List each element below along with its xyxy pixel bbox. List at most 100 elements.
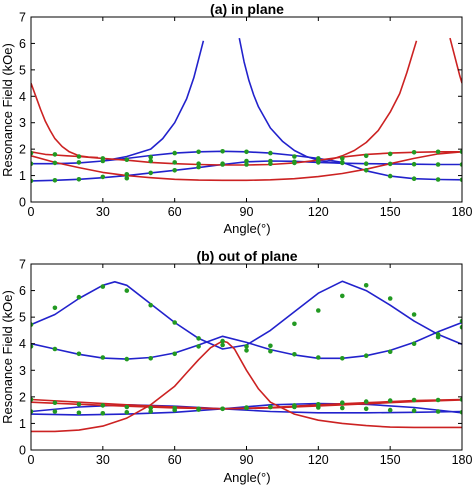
panel-b-data-point — [148, 405, 153, 411]
panel-a-data-point — [124, 157, 130, 162]
panel-b-x-tick-label: 120 — [308, 453, 329, 467]
panel-a-x-tick-label: 180 — [452, 205, 473, 219]
panel-a-data-point — [244, 149, 249, 155]
panel-b-data-point — [411, 341, 417, 347]
panel-a-data-point — [363, 153, 369, 159]
panel-b-data-point — [100, 411, 106, 416]
panel-b-data-point — [76, 294, 82, 300]
panel-a-data-point — [244, 162, 249, 167]
panel-b-y-tick-label: 0 — [19, 444, 26, 458]
panel-b-y-tick-label: 6 — [19, 284, 26, 298]
panel-b-data-point — [459, 324, 462, 330]
panel-b-data-point — [124, 356, 130, 362]
panel-b-data-point — [52, 305, 58, 311]
panel-b-data-point — [292, 404, 297, 410]
panel-b-series-group — [31, 280, 462, 433]
panel-a-data-point — [148, 158, 153, 164]
panel-b-data-point — [52, 346, 58, 352]
panel-b-data-point — [435, 409, 441, 414]
panel-b-title: (b) out of plane — [196, 248, 297, 264]
panel-b-data-point — [340, 293, 345, 299]
panel-a-data-point — [52, 152, 58, 157]
panel-a-data-point — [100, 156, 106, 161]
panel-a-ylabel: Resonance Field (kOe) — [0, 43, 15, 177]
panel-a-data-point — [363, 161, 369, 166]
panel-b-data-point — [435, 334, 441, 340]
panel-b-data-point — [31, 344, 34, 349]
panel-b-data-point — [124, 404, 130, 410]
panel-b-data-point — [387, 407, 393, 413]
panel-b-data-point — [292, 352, 297, 357]
panel-b-y-tick-label: 3 — [19, 364, 26, 378]
panel-b-data-point — [52, 409, 58, 414]
panel-b-y-tick-label: 4 — [19, 337, 26, 351]
panel-a-x-tick-label: 30 — [96, 205, 110, 219]
panel-b-data-point — [31, 397, 34, 402]
panel-b-y-tick-label: 7 — [19, 258, 26, 272]
panel-b-data-point — [31, 322, 34, 327]
panel-b-data-point — [31, 409, 34, 414]
panel-b-data-point — [52, 400, 58, 406]
panel-a-data-point — [411, 161, 417, 167]
panel-b-data-point — [268, 404, 273, 410]
panel-b-data-point — [172, 351, 177, 357]
panel-b-x-tick-label: 180 — [452, 453, 473, 467]
panel-a-data-point — [244, 158, 249, 164]
panel-a-y-tick-label: 0 — [19, 196, 26, 210]
panel-b-data-point — [316, 308, 321, 313]
panel-a-data-point — [411, 176, 417, 181]
panel-a-data-point — [31, 161, 34, 166]
panel-a-data-point — [196, 161, 201, 166]
panel-b-data-point — [100, 355, 106, 360]
panel-a-x-tick-label: 120 — [308, 205, 329, 219]
panel-a-data-point — [387, 151, 393, 157]
panel-a-data-point — [316, 158, 321, 164]
panel-b-y-tick-label: 2 — [19, 390, 26, 404]
panel-b-data-point — [196, 407, 201, 412]
panel-b-x-tick-label: 60 — [168, 453, 182, 467]
panel-a-xlabel: Angle(°) — [223, 221, 270, 236]
panel-b-data-point — [411, 312, 417, 317]
panel-b-data-point — [411, 408, 417, 414]
panel-a-y-tick-label: 1 — [19, 169, 26, 183]
panel-b-data-point — [459, 410, 462, 415]
panel-a-data-point — [292, 154, 297, 159]
panel-b-data-point — [316, 405, 321, 410]
panel-a-data-point — [100, 174, 106, 180]
panel-b-x-tick-label: 90 — [240, 453, 254, 467]
panel-b-data-point — [100, 284, 106, 289]
panel-a-axes-frame — [30, 16, 463, 203]
panel-a-data-point — [196, 164, 201, 170]
panel-a-data-point — [31, 150, 34, 156]
panel-b-data-point — [172, 320, 177, 325]
panel-b-data-point — [76, 410, 82, 416]
panel-a-x-tick-label: 150 — [380, 205, 401, 219]
panel-a-x-tick-label: 90 — [240, 205, 254, 219]
panel-b-data-point — [316, 402, 321, 407]
panel-a-y-tick-label: 3 — [19, 116, 26, 130]
panel-a-series-line-4 — [31, 151, 462, 166]
panel-a-data-point — [124, 175, 130, 181]
panel-b-xlabel: Angle(°) — [223, 470, 270, 485]
panel-b-series-line-1 — [31, 321, 462, 360]
panel-a-data-point — [340, 160, 345, 165]
panel-a-data-point — [292, 160, 297, 166]
panel-b-data-point — [172, 407, 177, 413]
panel-b-y-tick-label: 1 — [19, 417, 26, 431]
panel-a-data-point — [172, 160, 177, 165]
panel-b-data-point — [459, 318, 462, 324]
panel-a-data-point — [196, 149, 201, 155]
panel-a-data-point — [387, 161, 393, 167]
panel-a-x-tick-label: 60 — [168, 205, 182, 219]
panel-a-y-tick-label: 4 — [19, 90, 26, 104]
panel-a-y-tick-label: 7 — [19, 11, 26, 25]
panel-a-data-point — [52, 160, 58, 166]
panel-b-data-point — [411, 397, 417, 403]
panel-a-data-point — [411, 150, 417, 155]
panel-b-data-point — [435, 397, 441, 403]
panel-b-data-point — [124, 410, 130, 415]
panel-b-data-point — [363, 406, 369, 412]
panel-a-y-tick-label: 6 — [19, 37, 26, 51]
panel-a-data-point — [124, 172, 130, 177]
panel-b-x-tick-label: 0 — [28, 453, 35, 467]
